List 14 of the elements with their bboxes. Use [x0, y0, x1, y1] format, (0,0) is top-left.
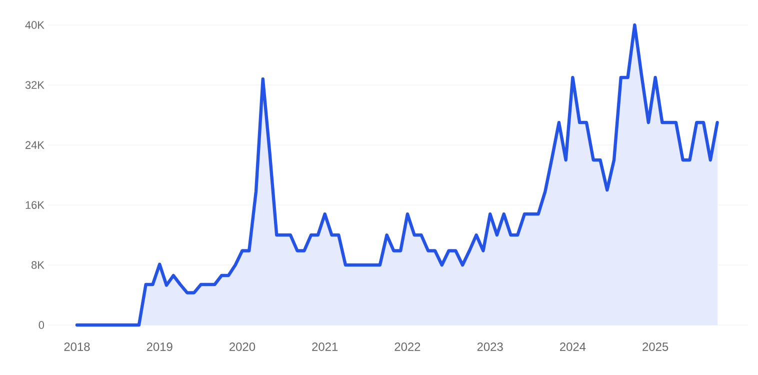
- y-tick-label: 40K: [25, 21, 44, 29]
- x-tick-label: 2024: [560, 342, 586, 351]
- y-tick-label: 32K: [25, 81, 44, 89]
- x-tick-label: 2025: [642, 342, 668, 351]
- y-tick-label: 8K: [32, 261, 44, 269]
- x-tick-label: 2021: [312, 342, 338, 351]
- x-tick-label: 2023: [477, 342, 503, 351]
- x-tick-label: 2022: [394, 342, 420, 351]
- x-tick-label: 2019: [146, 342, 172, 351]
- y-tick-label: 0: [38, 321, 44, 329]
- x-tick-label: 2018: [64, 342, 90, 351]
- y-tick-label: 24K: [26, 141, 44, 149]
- x-tick-label: 2020: [230, 342, 256, 351]
- y-tick-label: 16K: [26, 201, 44, 209]
